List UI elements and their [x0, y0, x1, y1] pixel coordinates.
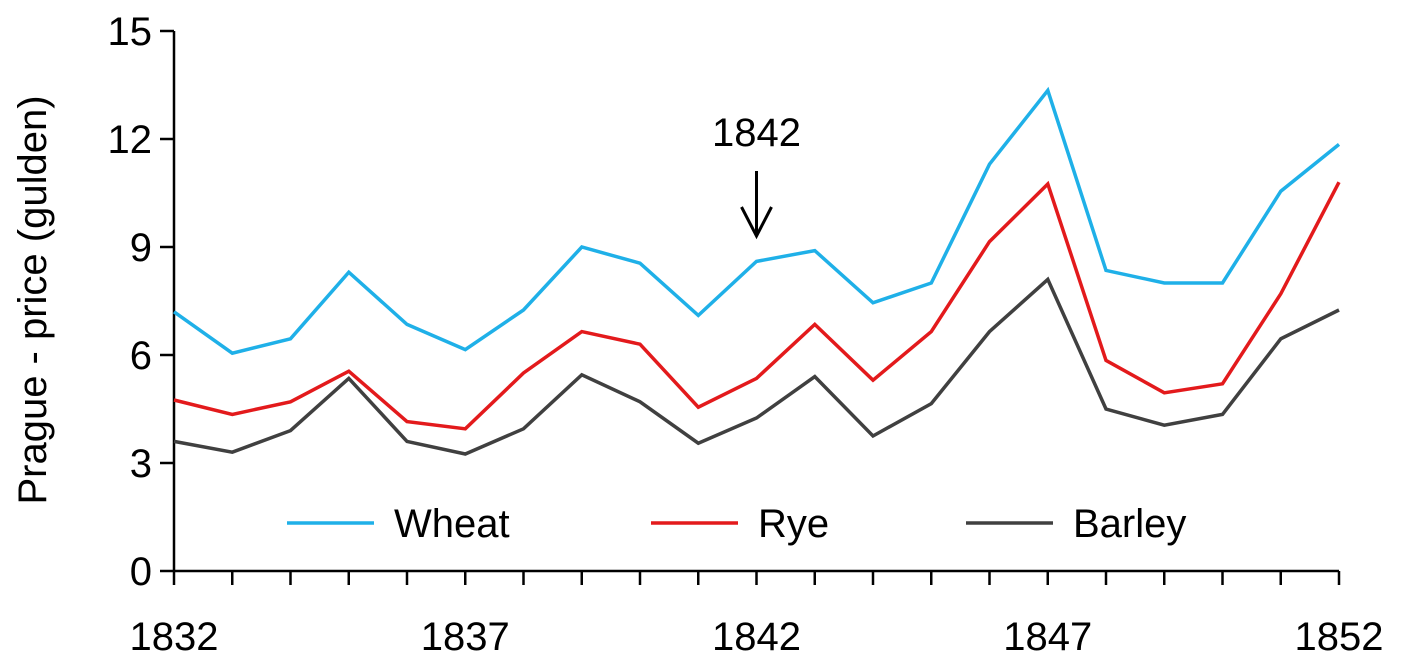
legend-label-rye: Rye	[758, 502, 829, 546]
chart-axes: 0 3 6 9 12 15 1832 1837 1842 1847 1852	[108, 10, 1384, 659]
x-tick-label: 1852	[1295, 615, 1384, 659]
chart-annotations: 1842	[712, 111, 801, 240]
x-tick-label: 1847	[1003, 615, 1092, 659]
down-arrow-icon	[740, 171, 773, 240]
x-tick-label: 1837	[421, 615, 510, 659]
y-tick-label: 0	[130, 550, 152, 594]
series-line-rye	[173, 180, 1341, 431]
chart-series	[172, 86, 1341, 456]
y-tick-label: 9	[130, 226, 152, 270]
chart-legend: Wheat Rye Barley	[287, 502, 1186, 546]
x-tick-label: 1842	[712, 615, 801, 659]
y-tick-label: 15	[108, 10, 153, 54]
y-tick-label: 3	[130, 442, 152, 486]
annotation-label: 1842	[712, 111, 801, 155]
series-line-barley	[173, 276, 1340, 456]
legend-label-barley: Barley	[1073, 502, 1186, 546]
y-tick-label: 12	[108, 118, 153, 162]
legend-label-wheat: Wheat	[394, 502, 510, 546]
x-tick-label: 1832	[130, 615, 219, 659]
series-line-wheat	[172, 86, 1341, 356]
y-axis-title: Prague - price (gulden)	[11, 95, 55, 504]
y-tick-label: 6	[130, 334, 152, 378]
